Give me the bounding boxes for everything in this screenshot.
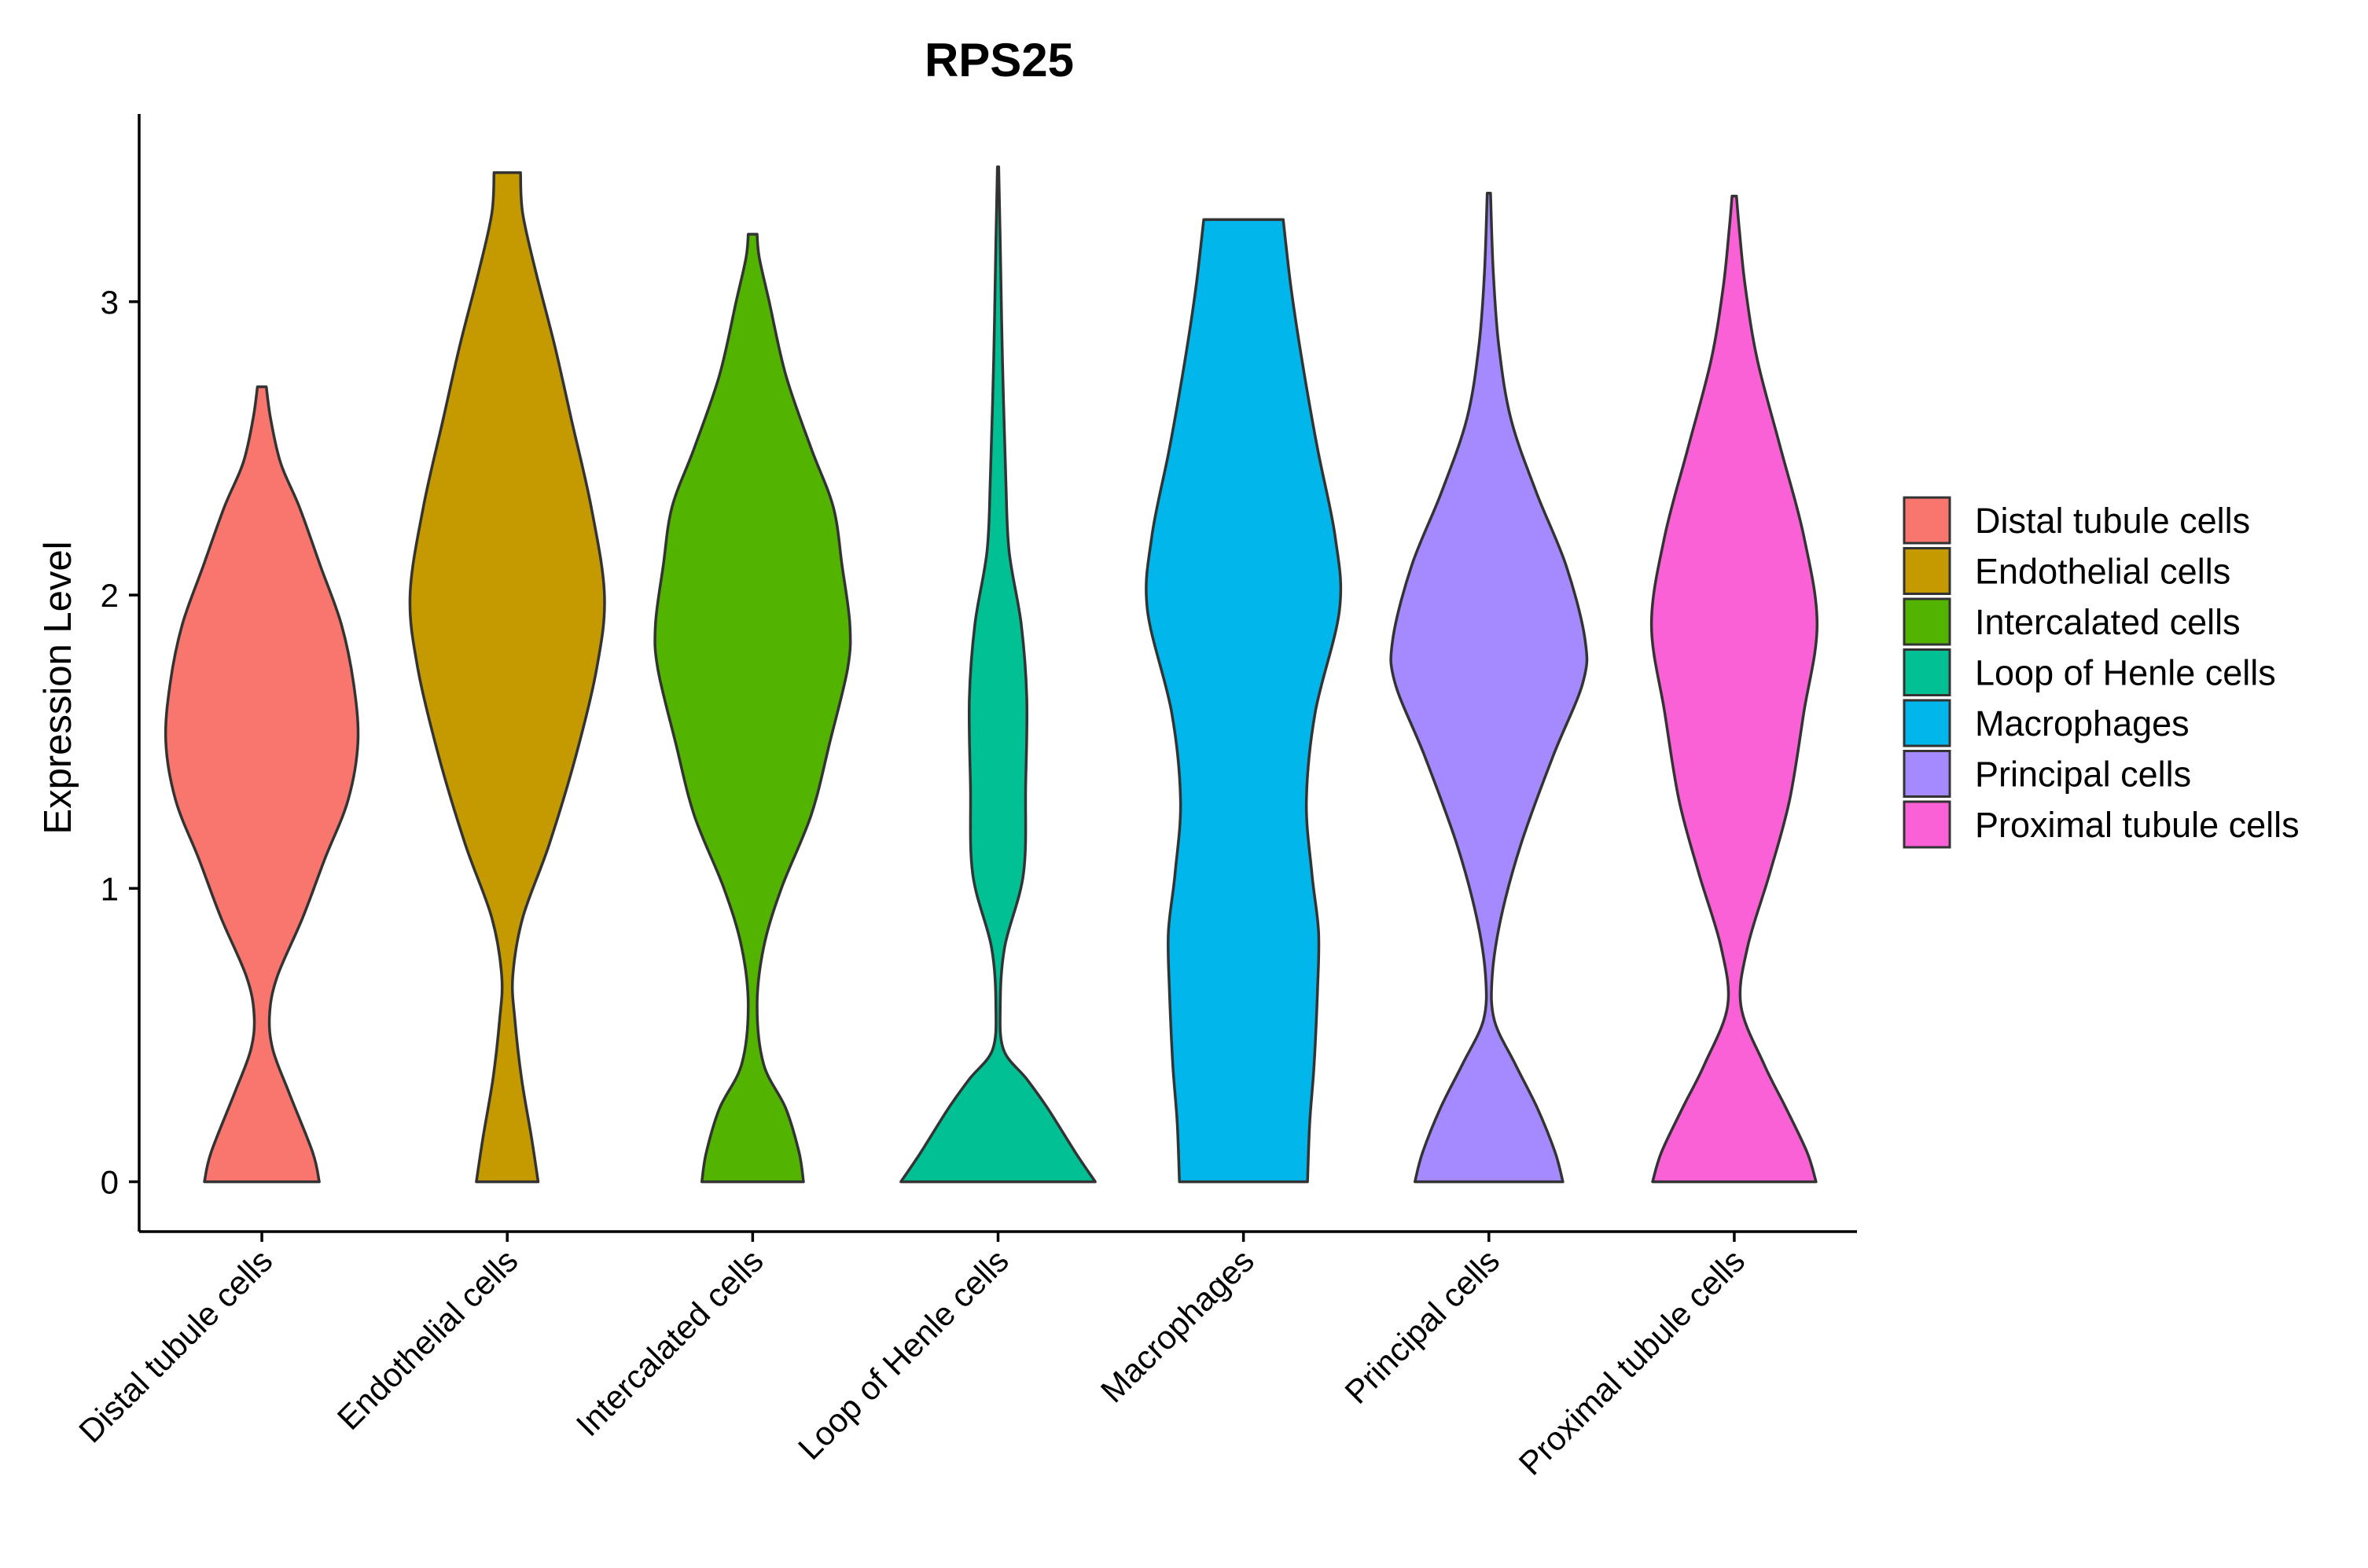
- legend-key-intercalated-cells: [1903, 597, 1951, 646]
- legend-label: Macrophages: [1975, 703, 2190, 744]
- legend-key-loop-of-henle-cells: [1903, 648, 1951, 696]
- x-tick-label: Loop of Henle cells: [791, 1242, 1016, 1467]
- y-tick-label: 1: [101, 870, 119, 907]
- legend-key-principal-cells: [1903, 750, 1951, 798]
- x-tick-label: Principal cells: [1337, 1242, 1506, 1411]
- violin-layer: [164, 165, 1819, 1184]
- violin-intercalated-cells: [653, 233, 852, 1184]
- legend-label: Principal cells: [1975, 755, 2191, 795]
- legend-key-proximal-tubule-cells: [1903, 800, 1951, 849]
- legend-label: Endothelial cells: [1975, 552, 2230, 592]
- violin-loop-of-henle-cells: [899, 165, 1097, 1184]
- x-tick-label: Distal tubule cells: [72, 1242, 279, 1449]
- legend-key-macrophages: [1903, 699, 1951, 747]
- legend: Distal tubule cells Endothelial cells Inte…: [1903, 496, 2300, 849]
- y-tick-label: 2: [101, 577, 119, 614]
- legend-label: Loop of Henle cells: [1975, 653, 2276, 693]
- violin-macrophages: [1145, 218, 1343, 1184]
- legend-key-distal-tubule-cells: [1903, 496, 1951, 545]
- x-tick-label: Proximal tubule cells: [1512, 1242, 1752, 1482]
- x-tick-label: Macrophages: [1094, 1242, 1261, 1409]
- violin-endothelial-cells: [408, 171, 606, 1184]
- x-tick-label: Intercalated cells: [569, 1242, 770, 1443]
- legend-label: Intercalated cells: [1975, 602, 2241, 642]
- violin-distal-tubule-cells: [164, 385, 360, 1184]
- violin-proximal-tubule-cells: [1649, 194, 1819, 1184]
- y-tick-label: 0: [101, 1164, 119, 1201]
- chart-title: RPS25: [925, 34, 1074, 86]
- x-tick-label: Endothelial cells: [330, 1242, 525, 1437]
- y-axis-title: Expression Level: [37, 541, 79, 834]
- violin-principal-cells: [1389, 192, 1589, 1184]
- y-tick-label: 3: [101, 284, 119, 321]
- legend-label: Distal tubule cells: [1975, 501, 2250, 541]
- legend-label: Proximal tubule cells: [1975, 805, 2300, 845]
- legend-key-endothelial-cells: [1903, 547, 1951, 595]
